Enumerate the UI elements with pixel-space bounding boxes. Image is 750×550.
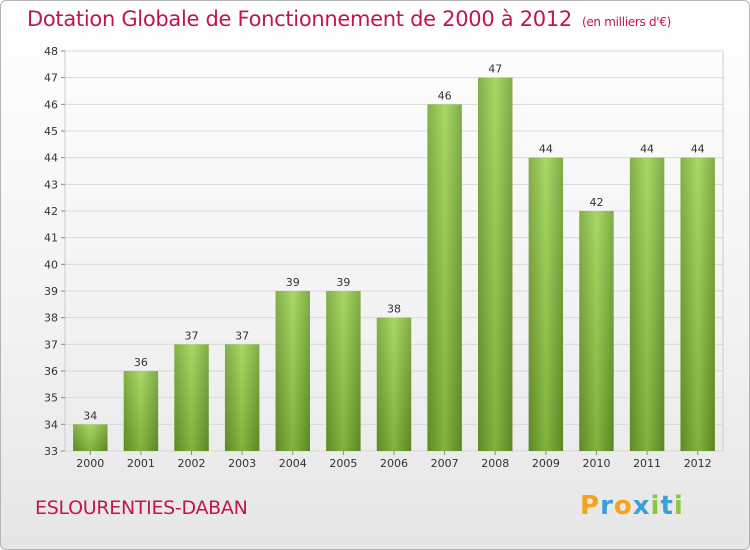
y-tick-label: 48 [44, 45, 58, 58]
x-tick-label: 2001 [127, 457, 155, 470]
y-tick-label: 40 [44, 258, 58, 271]
bar-shade [73, 424, 108, 451]
bar-shade [680, 157, 715, 451]
value-label: 34 [83, 409, 97, 422]
bar-shade [326, 291, 361, 451]
y-tick-label: 45 [44, 125, 58, 138]
value-label: 44 [691, 143, 705, 156]
y-tick-label: 41 [44, 232, 58, 245]
value-label: 46 [438, 89, 452, 102]
x-tick-label: 2010 [582, 457, 610, 470]
y-tick-label: 38 [44, 312, 58, 325]
logo-letter: r [600, 491, 614, 521]
x-tick-label: 2003 [228, 457, 256, 470]
x-axis: 2000 2001 2002 2003 2004 2005 2006 2007 2008 2009… [76, 451, 712, 470]
value-label: 37 [185, 329, 199, 342]
bar-shade [376, 317, 412, 451]
bar-shade [528, 157, 564, 451]
bar-shade [579, 211, 614, 451]
value-label: 47 [488, 63, 502, 76]
chart-title-text: Dotation Globale de Fonctionnement de 20… [27, 7, 572, 31]
logo-letter: P [580, 491, 601, 521]
bar-shade [629, 157, 665, 451]
y-tick-label: 47 [44, 72, 58, 85]
y-tick-label: 34 [44, 418, 58, 431]
x-tick-label: 2005 [329, 457, 357, 470]
y-axis: 33 34 35 36 37 38 39 40 41 42 43 44 45 46 47 48 [44, 45, 65, 458]
value-label: 44 [640, 143, 654, 156]
logo-letter: t [660, 491, 674, 521]
bar-shade [224, 344, 260, 451]
value-label: 42 [589, 196, 603, 209]
logo-letter: x [632, 491, 651, 521]
logo-letter: i [650, 491, 661, 521]
value-label: 39 [286, 276, 300, 289]
value-label: 44 [539, 143, 553, 156]
y-tick-label: 35 [44, 392, 58, 405]
x-tick-label: 2009 [532, 457, 560, 470]
chart-subtitle: (en milliers d'€) [581, 15, 671, 29]
y-tick-label: 44 [44, 152, 58, 165]
commune-name: ESLOURENTIES-DABAN [35, 497, 248, 519]
bar-shade [174, 344, 209, 451]
x-tick-label: 2011 [633, 457, 661, 470]
bar-shade [427, 104, 462, 451]
x-tick-label: 2004 [279, 457, 307, 470]
x-tick-label: 2002 [178, 457, 206, 470]
x-tick-label: 2012 [684, 457, 712, 470]
value-label: 39 [336, 276, 350, 289]
x-tick-label: 2000 [76, 457, 104, 470]
value-label: 37 [235, 329, 249, 342]
y-tick-label: 33 [44, 445, 58, 458]
proxiti-logo: Proxiti [580, 491, 684, 521]
x-tick-label: 2007 [431, 457, 459, 470]
y-tick-label: 42 [44, 205, 58, 218]
y-tick-label: 39 [44, 285, 58, 298]
y-tick-label: 37 [44, 338, 58, 351]
logo-letter: i [673, 491, 684, 521]
y-tick-label: 43 [44, 178, 58, 191]
bar-shade [123, 371, 159, 451]
value-label: 38 [387, 303, 401, 316]
value-label: 36 [134, 356, 148, 369]
x-tick-label: 2006 [380, 457, 408, 470]
y-tick-label: 36 [44, 365, 58, 378]
bar-shade [275, 291, 310, 451]
chart-title: Dotation Globale de Fonctionnement de 20… [27, 7, 671, 31]
y-tick-label: 46 [44, 98, 58, 111]
x-tick-label: 2008 [481, 457, 509, 470]
bar-shade [478, 77, 513, 452]
logo-letter: o [613, 491, 633, 521]
bars: 34 36 37 37 39 39 38 46 47 44 42 44 44 [73, 63, 715, 452]
